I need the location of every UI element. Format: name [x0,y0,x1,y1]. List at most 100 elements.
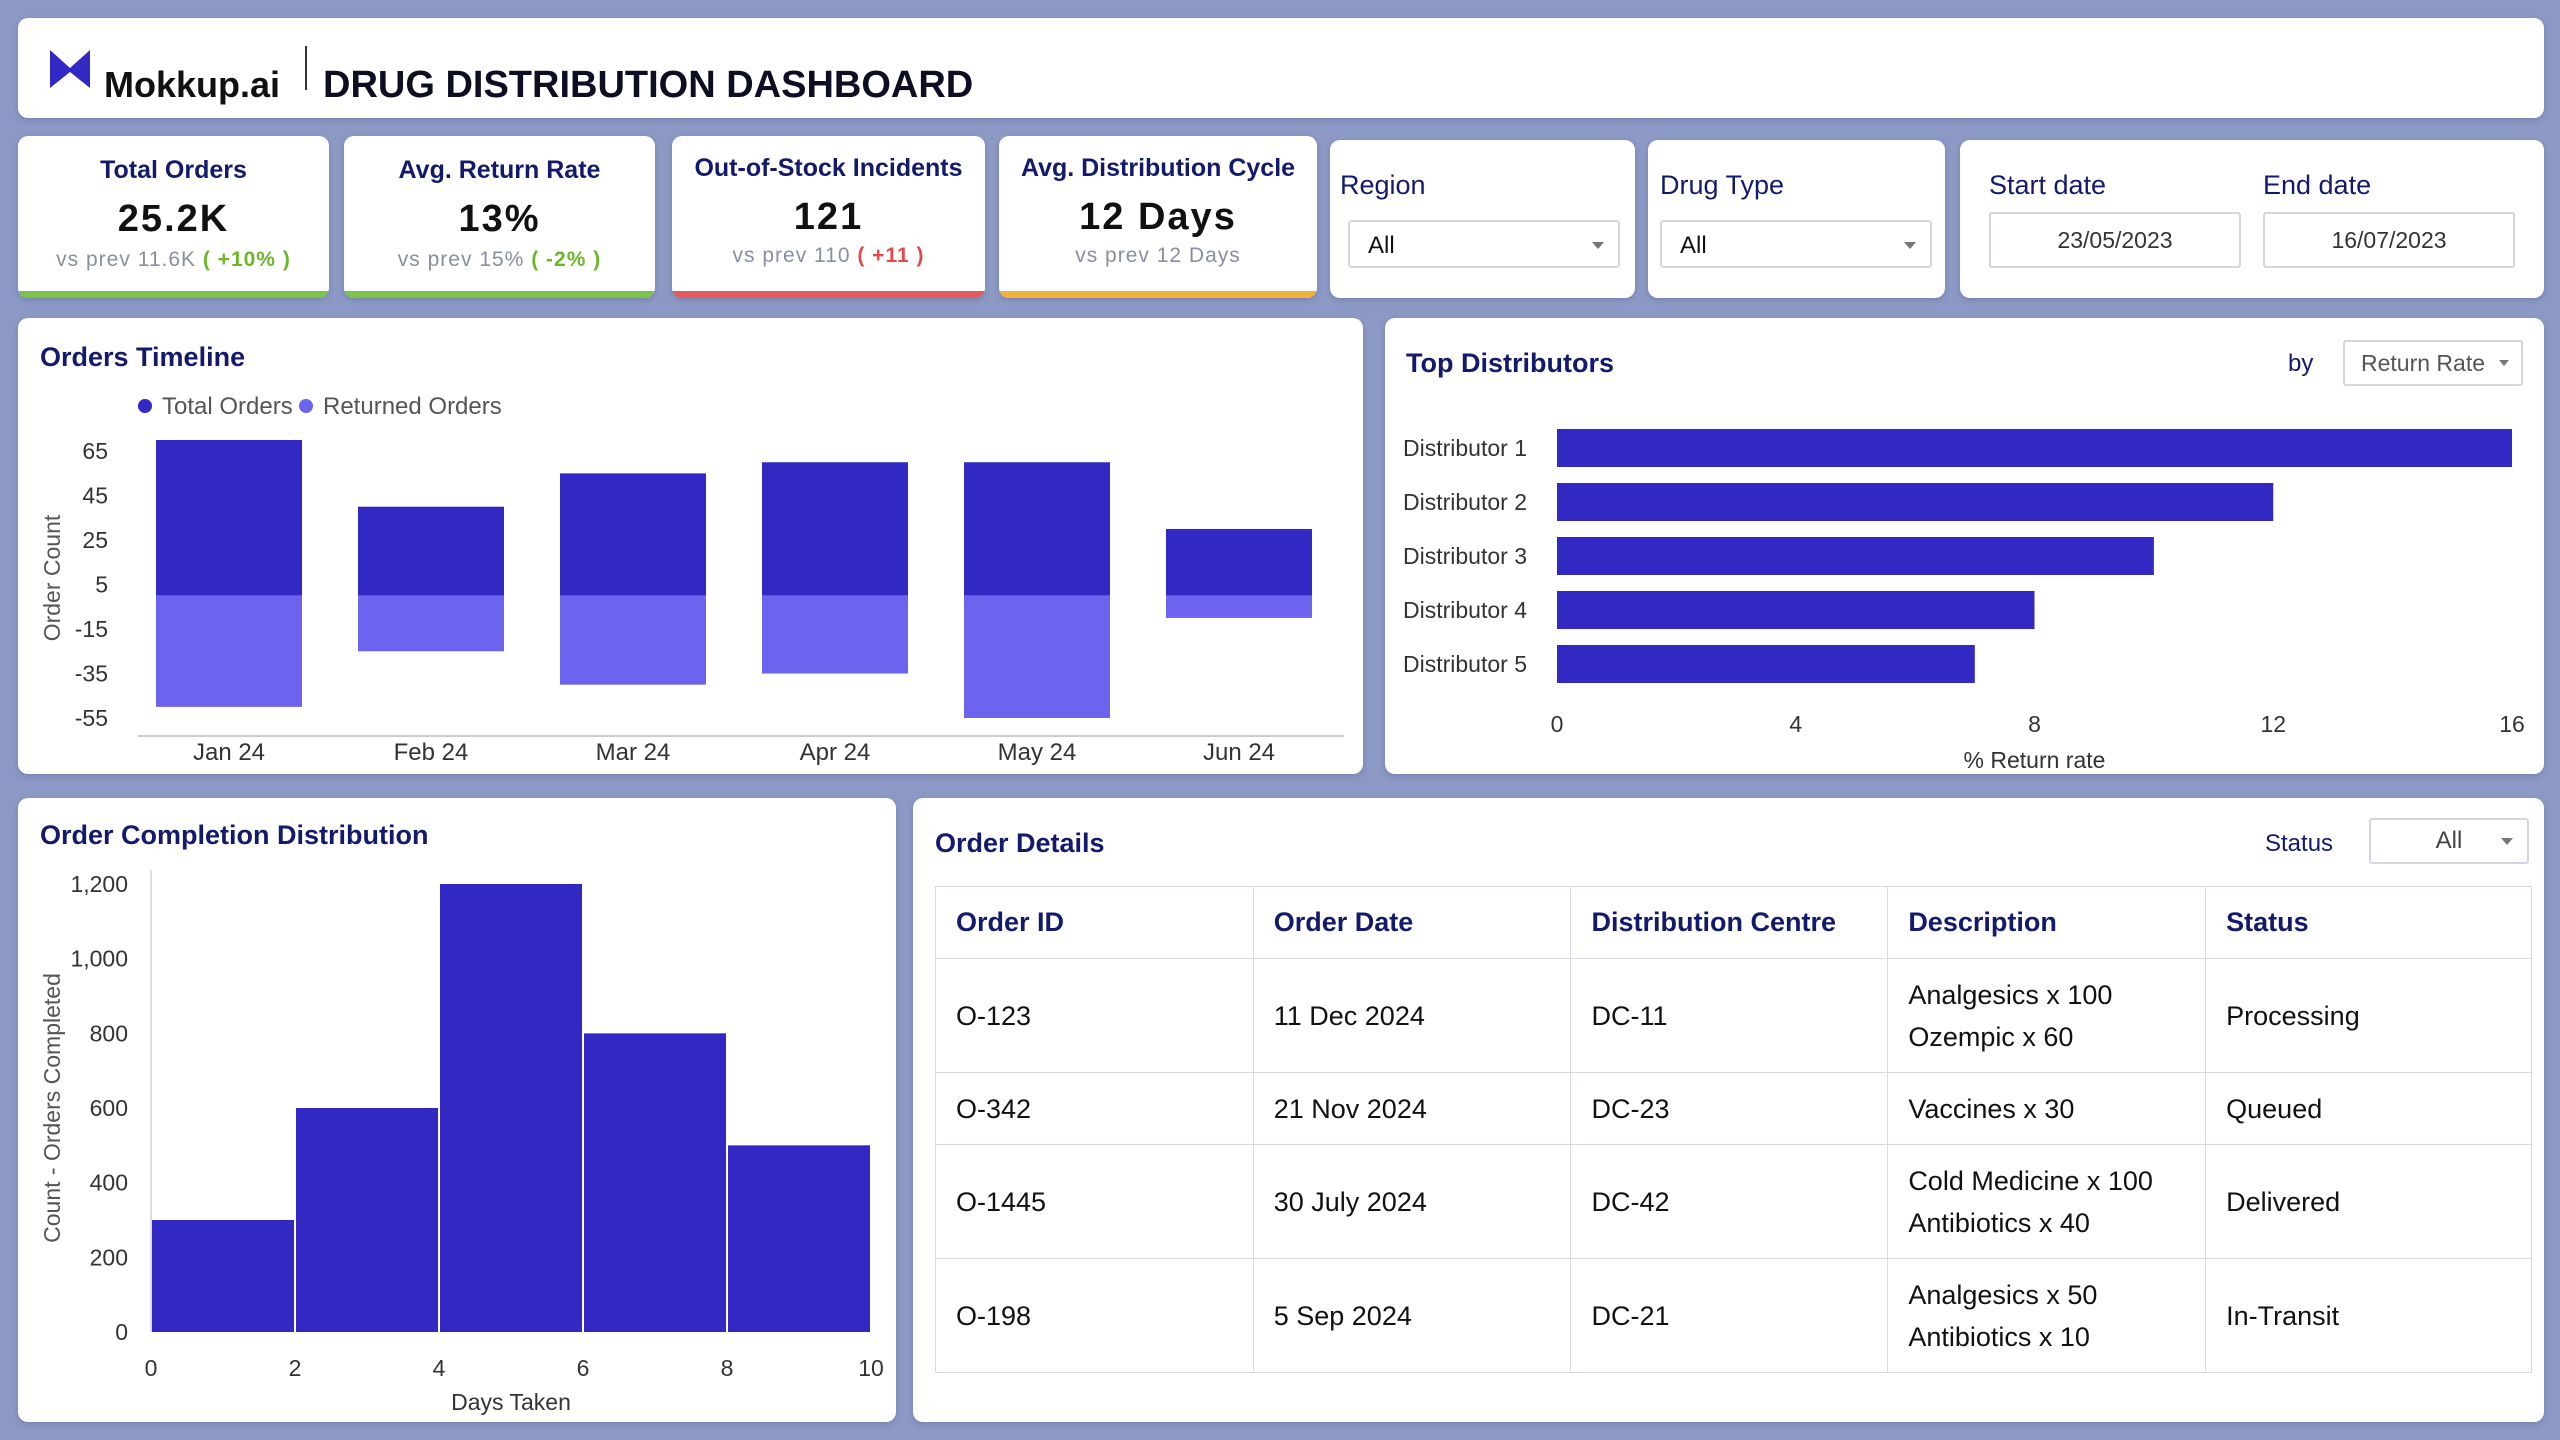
table-row[interactable]: O-123 11 Dec 2024 DC-11 Analgesics x 100… [935,958,2532,1073]
kpi-prev: vs prev 15% ( -2% ) [344,248,655,272]
x-tick-label: 4 [1789,711,1802,737]
histogram-bar [296,1108,438,1332]
x-tick-label: 12 [2260,711,2286,737]
bar-returned-orders [358,595,504,652]
column-header[interactable]: Status [2205,886,2532,959]
top-distributors-title: Top Distributors [1406,348,1614,378]
sort-by-select[interactable]: Return Rate [2343,340,2523,386]
kpi-label: Out-of-Stock Incidents [694,154,963,182]
top-distributors-chart: Distributor 1 Distributor 2 Distributor 3 D… [1403,429,2525,773]
column-header[interactable]: Order Date [1252,886,1572,959]
kpi-prev: vs prev 11.6K ( +10% ) [18,248,329,272]
kpi-prev-value: vs prev 15% [397,248,525,271]
table-row[interactable]: O-1445 30 July 2024 DC-42 Cold Medicine … [935,1144,2532,1259]
x-tick-label: 4 [433,1355,446,1381]
bar-returned-orders [1166,595,1312,618]
legend-label-returned-orders: Returned Orders [323,393,502,420]
y-axis-label: Count - Orders Completed [39,973,65,1243]
legend-marker-total-orders [138,399,152,413]
region-filter-label: Region [1340,170,1426,200]
legend-marker-returned-orders [299,399,313,413]
y-tick-label: -35 [75,661,108,687]
y-axis-label: Order Count [39,514,65,641]
category-label: Distributor 5 [1403,651,1527,677]
description-cell: Analgesics x 50 Antibiotics x 10 [1887,1258,2207,1373]
status-cell: Delivered [2205,1144,2532,1259]
region-select[interactable]: All [1348,220,1620,268]
histogram-bar [440,884,582,1332]
start-date-label: Start date [1989,170,2107,200]
bar-total-orders [358,506,504,596]
legend-label-total-orders: Total Orders [162,393,293,420]
status-filter-select[interactable]: All [2369,818,2529,864]
bar-returned-orders [762,595,908,674]
column-header[interactable]: Distribution Centre [1570,886,1889,959]
bar-total-orders [964,462,1110,596]
status-filter-label: Status [2265,830,2334,857]
y-tick-label: 65 [82,438,108,464]
kpi-label: Avg. Distribution Cycle [1020,154,1296,182]
order-id-cell: O-198 [935,1258,1254,1373]
end-date-input[interactable]: 16/07/2023 [2263,212,2515,268]
kpi-status-bar [672,291,985,298]
start-date-input[interactable]: 23/05/2023 [1989,212,2241,268]
kpi-out-of-stock: Out-of-Stock Incidents 121 vs prev 110 (… [672,136,985,298]
x-tick-label: May 24 [998,739,1077,766]
date-range-filter: Start date 23/05/2023 End date 16/07/202… [1960,140,2544,298]
y-tick-label: 45 [82,483,108,509]
order-details-panel: Order Details Status All Order ID Order … [913,798,2544,1422]
kpi-change: ( +10% ) [202,248,291,271]
kpi-total-orders: Total Orders 25.2K vs prev 11.6K ( +10% … [18,136,329,298]
kpi-change: ( +11 ) [857,244,925,267]
x-tick-label: 10 [858,1355,884,1381]
order-id-cell: O-342 [935,1072,1254,1145]
end-date-label: End date [2263,170,2372,200]
x-tick-label: Apr 24 [800,739,871,766]
column-header[interactable]: Description [1887,886,2207,959]
chevron-down-icon [1592,242,1604,249]
table-row[interactable]: O-342 21 Nov 2024 DC-23 Vaccines x 30 Qu… [935,1072,2532,1145]
table-header-row: Order ID Order Date Distribution Centre … [935,886,2532,959]
kpi-value: 13% [458,198,541,240]
column-header[interactable]: Order ID [935,886,1254,959]
chevron-down-icon [2499,360,2509,366]
histogram-bar [728,1145,870,1332]
order-id-cell: O-1445 [935,1144,1254,1259]
bar-total-orders [560,473,706,596]
sort-by-value: Return Rate [2361,350,2486,376]
x-tick-label: Jan 24 [193,739,265,766]
table-row[interactable]: O-198 5 Sep 2024 DC-21 Analgesics x 50 A… [935,1258,2532,1373]
x-tick-label: 16 [2499,711,2525,737]
kpi-prev-value: vs prev 11.6K [56,248,197,271]
x-tick-label: Mar 24 [596,739,671,766]
status-cell: Processing [2205,958,2532,1073]
x-axis-label: % Return rate [1964,747,2106,773]
bar-return-rate [1557,591,2035,629]
drug-type-select[interactable]: All [1660,220,1932,268]
order-completion-title: Order Completion Distribution [40,820,429,850]
y-tick-label: 0 [115,1319,128,1345]
bar-return-rate [1557,429,2512,467]
bar-returned-orders [560,595,706,685]
order-date-cell: 30 July 2024 [1252,1144,1572,1259]
x-tick-label: 0 [145,1355,158,1381]
kpi-change: ( -2% ) [531,248,602,271]
y-tick-label: 800 [90,1020,128,1046]
bar-returned-orders [964,595,1110,718]
kpi-label: Avg. Return Rate [398,156,601,184]
kpi-prev: vs prev 110 ( +11 ) [672,244,985,268]
x-tick-label: 6 [577,1355,590,1381]
kpi-prev-value: vs prev 12 Days [1075,244,1241,267]
drug-type-filter: Drug Type All [1648,140,1945,298]
dashboard-title: DRUG DISTRIBUTION DASHBOARD [323,64,974,106]
category-label: Distributor 2 [1403,489,1527,515]
x-tick-label: 8 [2028,711,2041,737]
orders-timeline-chart: Total Orders Returned Orders 65 45 25 5 -15 -35… [39,393,1344,766]
kpi-value: 121 [793,196,864,238]
y-tick-label: -55 [75,705,108,731]
order-date-cell: 21 Nov 2024 [1252,1072,1572,1145]
order-id-cell: O-123 [935,958,1254,1073]
x-tick-label: Jun 24 [1203,739,1275,766]
top-distributors-panel: Top Distributors by Return Rate Distribu… [1385,318,2544,774]
y-tick-label: 1,000 [70,946,128,972]
